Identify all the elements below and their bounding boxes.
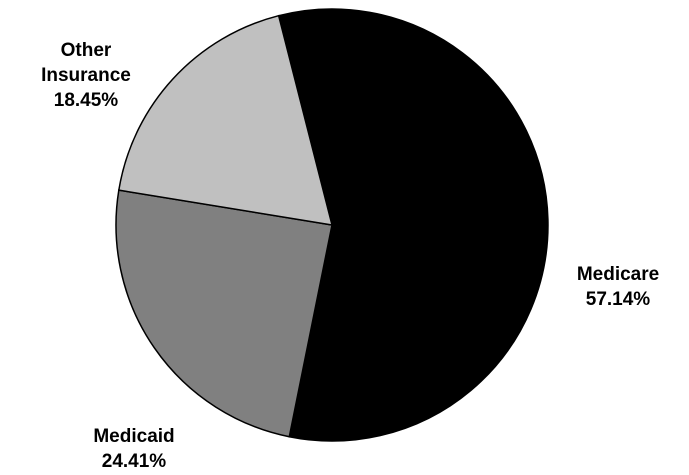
pie-slice-other-insurance <box>117 14 334 226</box>
pie-slices <box>115 8 549 442</box>
label-medicaid: Medicaid 24.41% <box>64 424 204 474</box>
label-medicare-name: Medicare <box>576 264 660 285</box>
label-other-insurance-line1: Other <box>60 40 112 61</box>
label-medicaid-name: Medicaid <box>93 426 175 447</box>
label-medicaid-value: 24.41% <box>101 451 167 472</box>
pie-slice-medicare <box>277 8 549 442</box>
label-other-insurance-line2: Insurance <box>41 65 131 86</box>
label-other-insurance: Other Insurance 18.45% <box>16 38 156 113</box>
label-medicare: Medicare 57.14% <box>548 262 688 312</box>
pie-slice-medicaid <box>115 189 333 438</box>
label-other-insurance-value: 18.45% <box>53 90 119 111</box>
label-medicare-value: 57.14% <box>585 289 651 310</box>
